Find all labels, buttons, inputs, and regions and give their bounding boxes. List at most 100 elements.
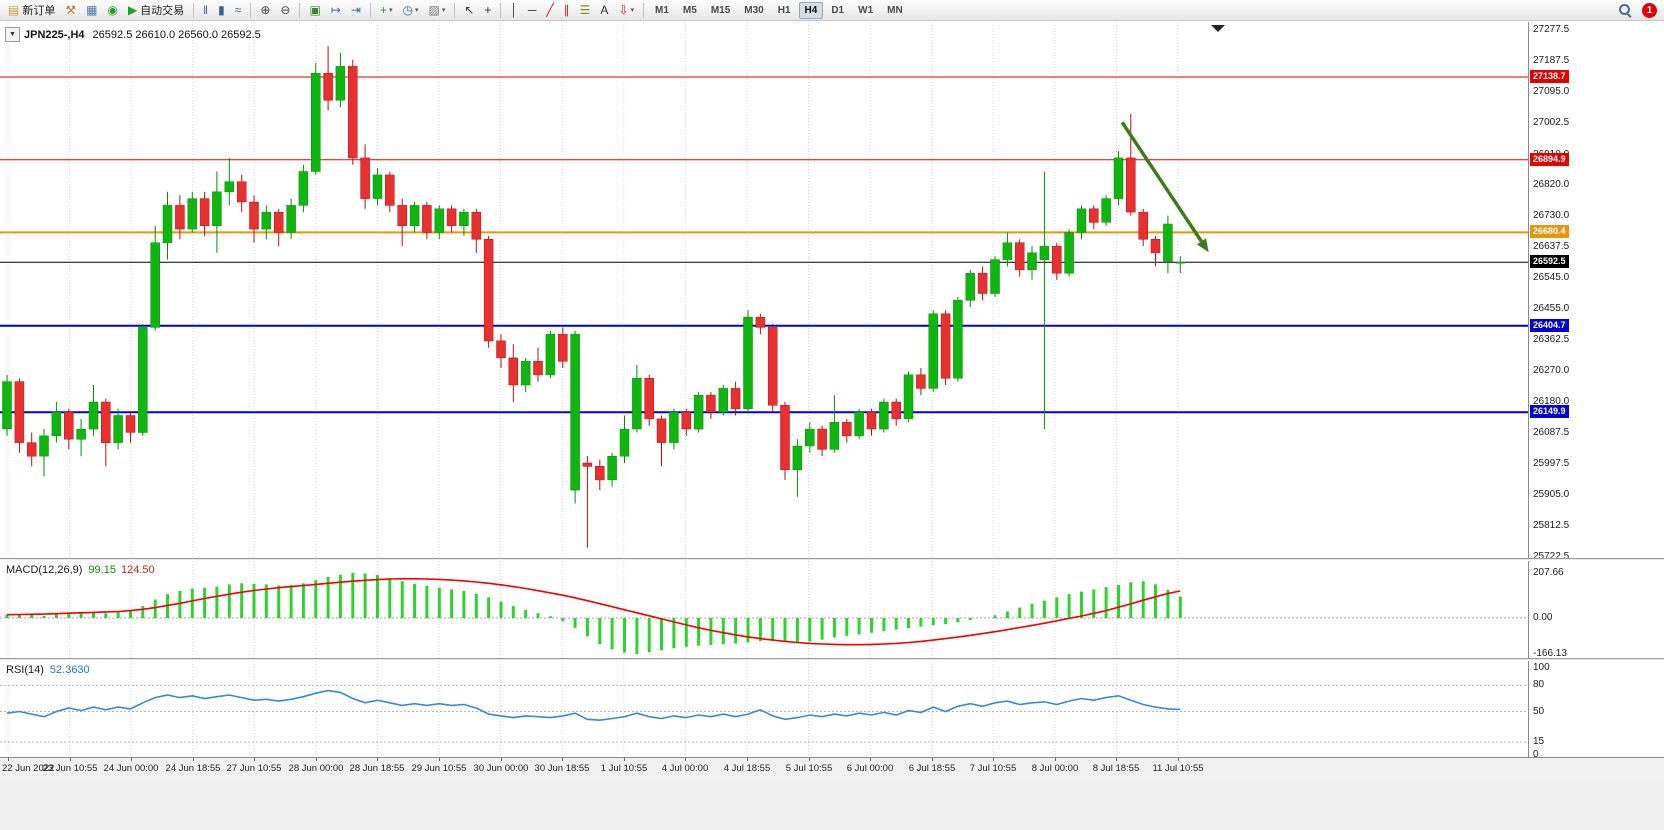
time-axis-label: 8 Jul 00:00 xyxy=(1031,763,1079,774)
price-axis-label: 27002.5 xyxy=(1533,117,1570,128)
price-axis-label: 27095.0 xyxy=(1533,86,1570,97)
time-axis-label: 6 Jul 18:55 xyxy=(908,763,956,774)
price-axis[interactable]: 27277.527187.527095.027002.526910.026820… xyxy=(1528,22,1664,760)
periods-button[interactable]: ◷ ▾ xyxy=(398,0,422,20)
gavel-button[interactable]: ⚒ xyxy=(61,0,80,20)
macd-canvas[interactable] xyxy=(0,561,1528,658)
templates-button[interactable]: ▨ ▾ xyxy=(424,0,449,20)
timeframe-mn-button[interactable]: MN xyxy=(887,4,903,16)
tile-windows-icon: ▣ xyxy=(309,3,321,17)
panel-separator-macd[interactable] xyxy=(0,558,1664,561)
vertical-line-button[interactable]: │ xyxy=(506,0,522,20)
new-order-button-label: 新订单 xyxy=(22,5,56,17)
toolbar: ▤ 新订单 ⚒ ▦ ◉ ▶ 自动交易 ‖ ▮ ≈ ⊕ ⊖ ▣ ↦ ⇥ + ▾ ◷ ▾ ▨ ▾ ↖ + │ ─ ╱ ∥ ☰ A ⇩ ▾ M1 M5… xyxy=(0,0,1664,21)
trendline-icon: ╱ xyxy=(546,3,554,17)
time-axis-label: 5 Jul 10:55 xyxy=(785,763,833,774)
notification-badge[interactable]: 1 xyxy=(1642,2,1657,18)
time-axis-label: 6 Jul 00:00 xyxy=(846,763,894,774)
timeframe-m30-button[interactable]: M30 xyxy=(744,4,764,16)
zoom-in-button[interactable]: ⊕ xyxy=(256,0,274,20)
fibonacci-button[interactable]: ☰ xyxy=(576,0,595,20)
charts-window-button[interactable]: ▦ xyxy=(82,0,101,20)
time-tick xyxy=(1055,758,1056,761)
time-axis-label: 8 Jul 18:55 xyxy=(1092,763,1140,774)
timeframe-h4-button[interactable]: H4 xyxy=(798,1,824,19)
rsi-canvas[interactable] xyxy=(0,661,1528,757)
search-button[interactable] xyxy=(1614,0,1637,20)
tile-windows-button[interactable]: ▣ xyxy=(305,0,324,20)
macd-axis-label: 0.00 xyxy=(1533,612,1553,623)
candles-series[interactable] xyxy=(2,46,1186,548)
chart-shift-button[interactable]: ⇥ xyxy=(347,0,365,20)
symbol-period-label: JPN225-,H4 xyxy=(24,28,85,41)
horizontal-line-button[interactable]: ─ xyxy=(524,0,541,20)
time-tick xyxy=(70,758,71,761)
time-axis-label: 28 Jun 18:55 xyxy=(349,763,405,774)
toolbar-separator xyxy=(500,2,502,18)
price-axis-label: 26180.0 xyxy=(1533,396,1570,407)
bar-chart-type-button[interactable]: ‖ xyxy=(199,0,212,20)
dropdown-caret-icon: ▾ xyxy=(388,7,393,14)
chart-shift-marker[interactable] xyxy=(1211,25,1225,32)
timeframe-h1-button[interactable]: H1 xyxy=(777,4,791,16)
bars-type-icon: ‖ xyxy=(203,3,209,17)
timeframe-m15-button[interactable]: M15 xyxy=(710,4,731,16)
line-chart-type-button[interactable]: ≈ xyxy=(231,0,246,20)
dropdown-caret-icon: ▾ xyxy=(441,7,446,14)
timeframe-m1-button[interactable]: M1 xyxy=(655,4,669,16)
time-tick xyxy=(316,758,317,761)
trendline-button[interactable]: ╱ xyxy=(542,0,557,20)
dropdown-caret-icon: ▾ xyxy=(630,7,635,14)
macd-panel[interactable] xyxy=(0,561,1528,658)
channel-button[interactable]: ∥ xyxy=(560,0,574,20)
autotrading-button[interactable]: ▶ 自动交易 xyxy=(124,0,188,20)
timeframe-m5-button[interactable]: M5 xyxy=(682,4,697,16)
price-tag: 26680.4 xyxy=(1530,225,1569,238)
line-type-icon: ≈ xyxy=(234,3,242,17)
time-tick xyxy=(193,758,194,761)
ohlc-values: 26592.5 26610.0 26560.0 26592.5 xyxy=(92,28,261,41)
rsi-axis-label: 80 xyxy=(1533,679,1545,690)
price-axis-label: 25722.5 xyxy=(1533,551,1570,562)
price-axis-label: 25812.5 xyxy=(1533,520,1570,531)
time-tick xyxy=(747,758,748,761)
rsi-panel[interactable] xyxy=(0,661,1528,757)
macd-axis-label: 207.66 xyxy=(1533,567,1564,578)
dropdown-caret-icon: ▾ xyxy=(414,7,419,14)
templates-icon: ▨ xyxy=(428,3,440,17)
text-button[interactable]: A xyxy=(596,0,612,20)
cursor-icon: ↖ xyxy=(464,3,475,17)
periods-clock-icon: ◷ xyxy=(402,3,413,17)
chart-shift-icon: ⇥ xyxy=(350,3,361,17)
horizontal-level-lines[interactable] xyxy=(0,76,1528,414)
auto-scroll-button[interactable]: ↦ xyxy=(327,0,345,20)
price-axis-label: 26087.5 xyxy=(1533,427,1570,438)
crosshair-button[interactable]: + xyxy=(480,0,495,20)
panel-separator-rsi[interactable] xyxy=(0,658,1664,661)
symbol-dropdown-icon[interactable]: ▼ xyxy=(5,27,20,42)
arrows-button[interactable]: ⇩ ▾ xyxy=(614,0,638,20)
candlestick-type-button[interactable]: ▮ xyxy=(214,0,229,20)
market-watch-button[interactable]: ◉ xyxy=(103,0,121,20)
zoom-out-button[interactable]: ⊖ xyxy=(276,0,294,20)
price-tag: 26894.9 xyxy=(1530,153,1569,166)
time-tick xyxy=(254,758,255,761)
new-order-icon: ▤ xyxy=(8,3,20,17)
timeframe-w1-button[interactable]: W1 xyxy=(858,4,874,16)
macd-signal-line xyxy=(6,577,1181,646)
trend-arrow-annotation[interactable] xyxy=(1120,121,1209,253)
fibonacci-icon: ☰ xyxy=(579,3,591,17)
timeframe-d1-button[interactable]: D1 xyxy=(831,4,845,16)
vline-icon: │ xyxy=(510,3,518,17)
rsi-label: RSI(14) 52.3630 xyxy=(6,664,90,676)
macd-axis-label: -166.13 xyxy=(1533,648,1567,659)
indicators-button[interactable]: + ▾ xyxy=(376,0,397,20)
main-chart-canvas[interactable] xyxy=(0,22,1528,558)
time-axis[interactable]: 22 Jun 2022 23 Jun 10:55 24 Jun 00:00 24 Ju… xyxy=(0,757,1664,779)
new-order-button[interactable]: ▤ 新订单 xyxy=(4,0,59,20)
cursor-button[interactable]: ↖ xyxy=(460,0,478,20)
time-axis-label: 30 Jun 18:55 xyxy=(534,763,590,774)
macd-title: MACD(12,26,9) xyxy=(6,564,83,576)
bottom-strip xyxy=(0,779,1664,830)
main-chart-panel[interactable] xyxy=(0,22,1528,558)
